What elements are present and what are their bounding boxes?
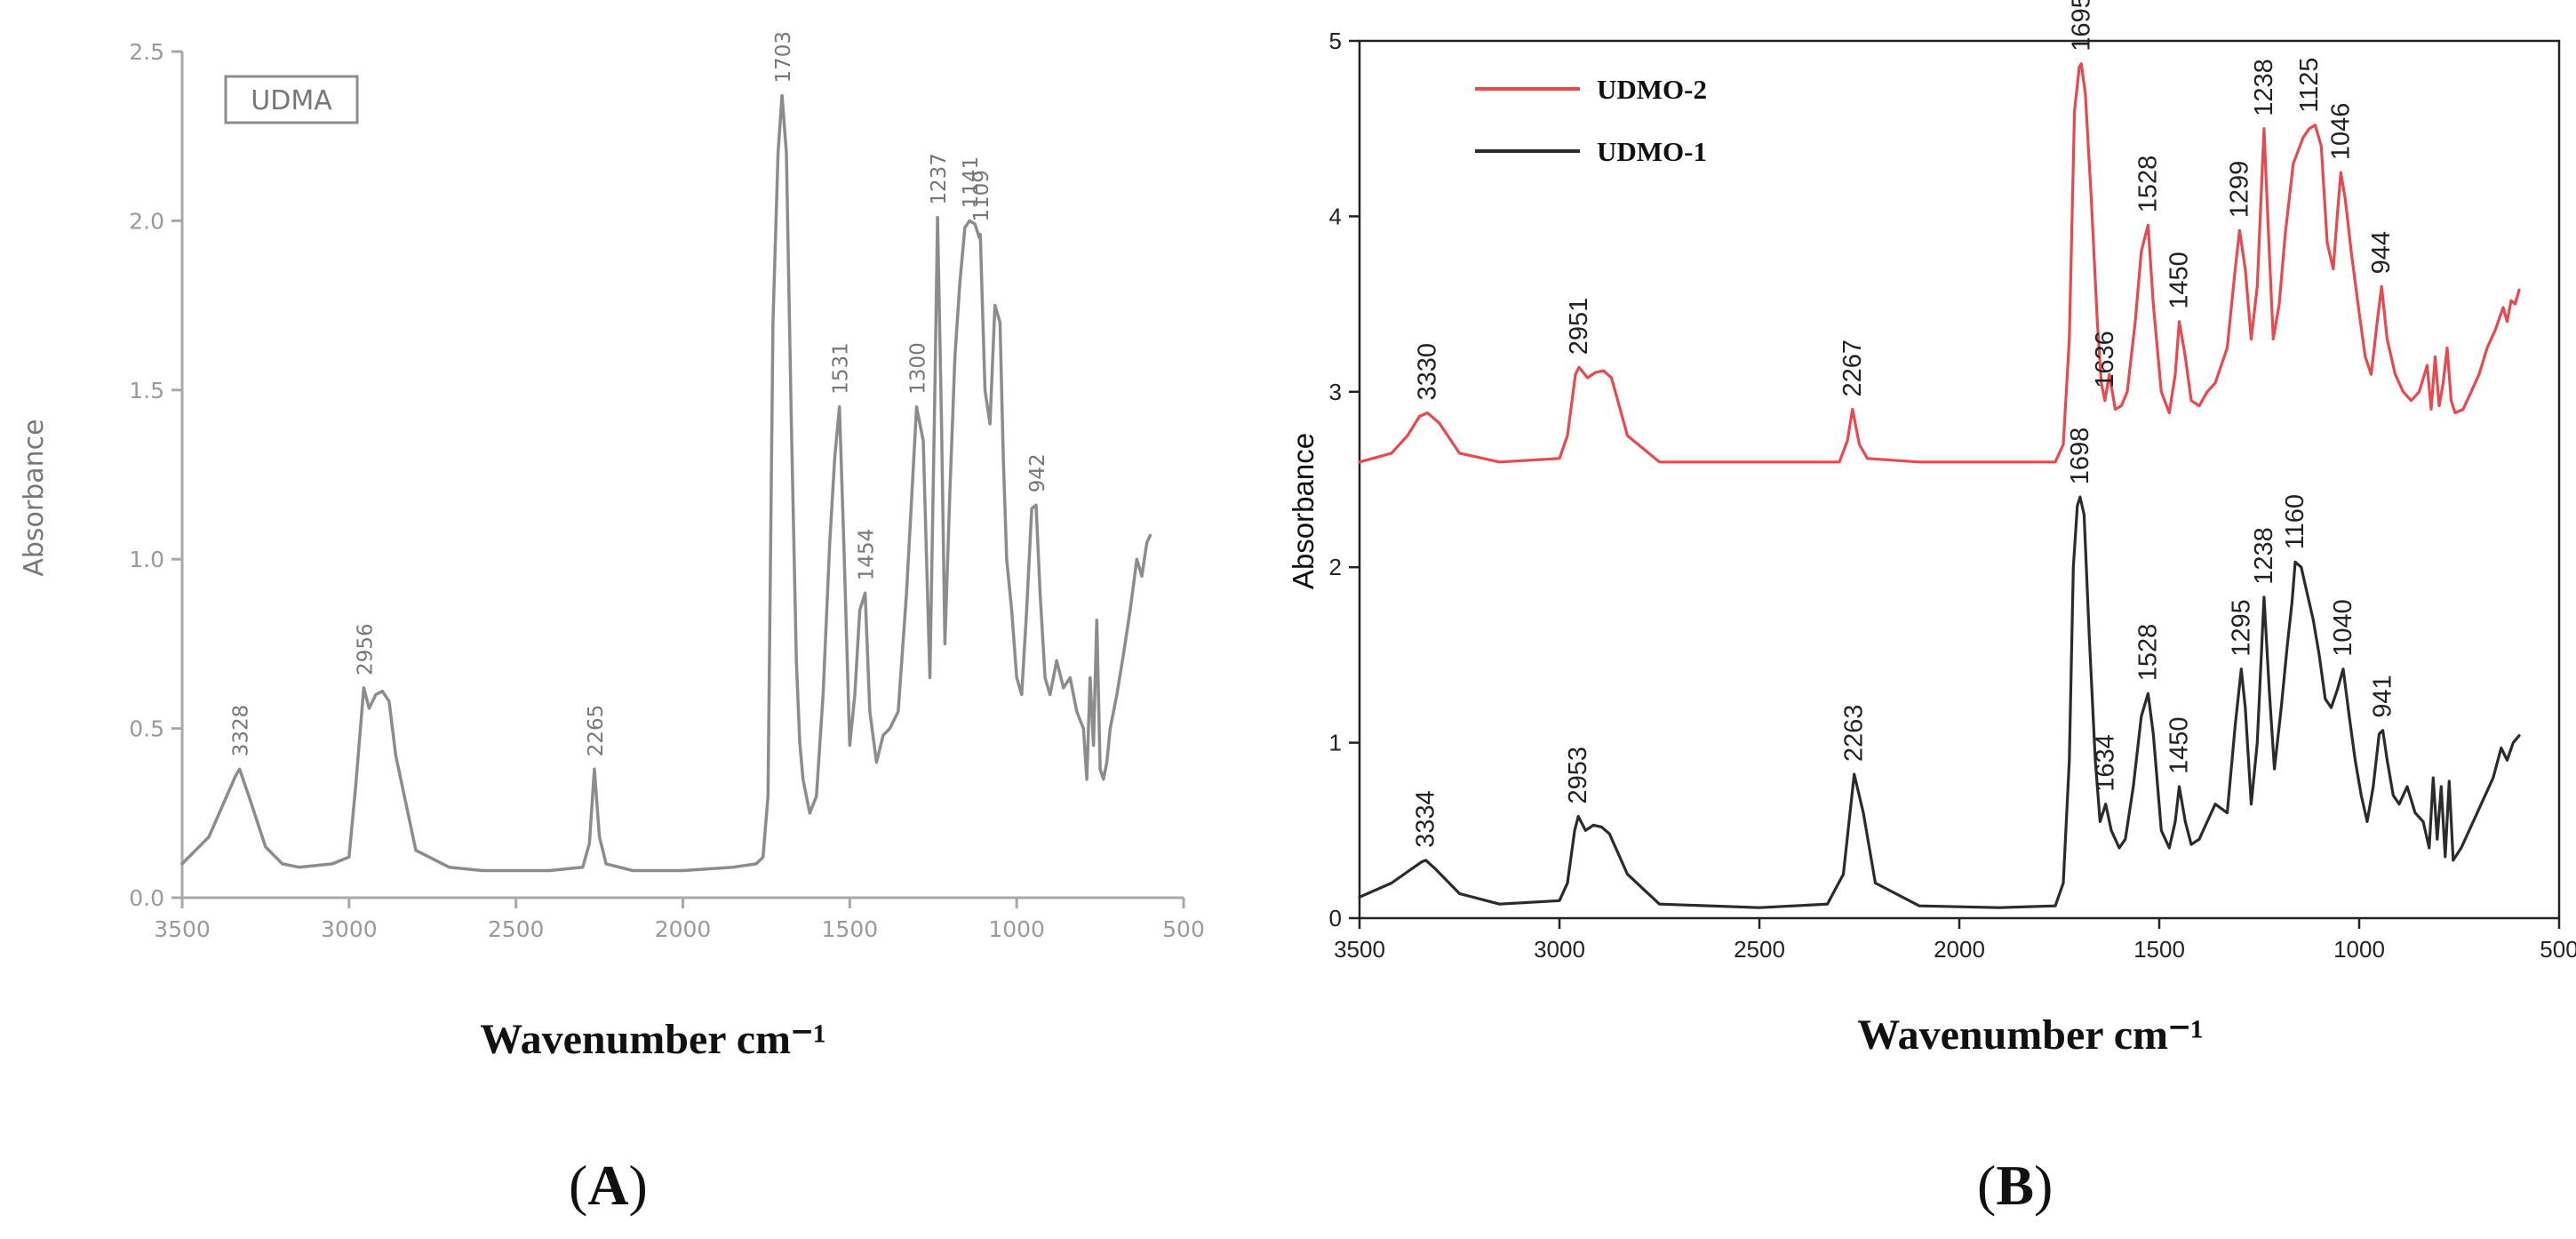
legend-label-udma: UDMA — [251, 85, 332, 116]
x-tick-label: 2500 — [488, 916, 545, 942]
peak-label-1703: 1703 — [772, 31, 795, 84]
y-tick-label: 0.0 — [129, 885, 164, 911]
y-tick-label: 1.5 — [129, 378, 164, 404]
x-tick-label: 1500 — [2133, 936, 2185, 963]
peak-label-2265: 2265 — [585, 705, 608, 757]
panel-a-letter: A — [587, 1154, 628, 1217]
peak-label-1238: 1238 — [2250, 527, 2278, 585]
peak-label-3334: 3334 — [1412, 790, 1440, 848]
panel-b-label: (B) — [1977, 1154, 2053, 1217]
peak-label-1109: 1109 — [970, 170, 993, 222]
peak-label-1040: 1040 — [2329, 599, 2357, 657]
panel-a-series — [180, 93, 1152, 873]
y-tick-label: 4 — [1329, 203, 1342, 229]
peak-label-1141: 1141 — [960, 156, 983, 209]
peak-label-1450: 1450 — [2165, 252, 2194, 309]
y-tick-label: 2 — [1329, 554, 1342, 580]
panel-a-legend: UDMA — [224, 75, 359, 124]
y-tick-label: 0 — [1329, 905, 1342, 931]
x-tick-label: 2000 — [1934, 936, 1985, 963]
x-tick-label: 1000 — [2333, 936, 2385, 963]
peak-label-1046: 1046 — [2326, 103, 2355, 161]
peak-label-1237: 1237 — [928, 153, 951, 205]
legend-label-udmo-2: UDMO-2 — [1597, 74, 1707, 105]
peak-label-3328: 3328 — [230, 705, 253, 757]
y-tick-label: 3 — [1329, 379, 1342, 405]
series-line-udmo-2 — [1358, 62, 2521, 464]
x-tick-label: 3500 — [1334, 936, 1385, 963]
y-tick-label: 5 — [1329, 28, 1342, 54]
series-line-udmo-1 — [1358, 495, 2521, 909]
x-tick-label: 500 — [1162, 916, 1205, 942]
peak-label-1528: 1528 — [2133, 156, 2162, 213]
x-tick-label: 2000 — [655, 916, 712, 942]
panel-b-peak-labels: 3330 2951 2267 1695 1636 1528 1450 1299 1238 1125… — [1412, 0, 2397, 848]
panel-a-chart: 3500 3000 2500 2000 1500 1000 500 0.0 0.5 1.0 1.5 2… — [19, 31, 1205, 1217]
peak-label-944: 944 — [2367, 231, 2396, 274]
panel-b-axes: 3500 3000 2500 2000 1500 1000 500 0 1 2 3 4 5 — [1329, 28, 2576, 963]
peak-label-1698: 1698 — [2066, 428, 2094, 485]
peak-label-1160: 1160 — [2281, 494, 2309, 549]
legend-label-udmo-1: UDMO-1 — [1597, 136, 1707, 167]
panel-b-series — [1358, 62, 2521, 909]
panel-b-letter: B — [1996, 1154, 2034, 1217]
peak-label-1300: 1300 — [907, 342, 930, 395]
y-tick-label: 2.0 — [129, 208, 164, 234]
peak-label-942: 942 — [1026, 453, 1049, 492]
panel-b-chart: 3500 3000 2500 2000 1500 1000 500 0 1 2 3 4 5 3330 29… — [1287, 0, 2576, 1217]
panel-b-x-axis-title: Wavenumber cm⁻¹ — [1857, 1011, 2203, 1059]
y-tick-label: 2.5 — [129, 39, 164, 65]
x-tick-label: 500 — [2540, 936, 2576, 963]
x-tick-label: 3000 — [321, 916, 378, 942]
peak-label-941: 941 — [2369, 675, 2397, 717]
peak-label-3330: 3330 — [1414, 343, 1442, 401]
panel-a-peak-labels: 3328 2956 2265 1703 1531 1454 1300 1237 11411109… — [230, 31, 1049, 756]
peak-label-1454: 1454 — [856, 529, 879, 581]
x-tick-label: 2500 — [1734, 936, 1785, 963]
panel-b-plot-frame — [1358, 39, 2561, 920]
peak-label-2951: 2951 — [1565, 298, 1593, 356]
peak-label-1636: 1636 — [2091, 331, 2119, 388]
panel-a-axes: 3500 3000 2500 2000 1500 1000 500 0.0 0.5 1.0 1.5 2… — [129, 39, 1205, 942]
legend-box-udma — [224, 75, 359, 124]
panel-b-y-axis-title: Absorbance — [1287, 433, 1320, 589]
x-tick-label: 1500 — [822, 916, 879, 942]
x-tick-label: 3000 — [1534, 936, 1585, 963]
peak-label-1695: 1695 — [2067, 0, 2095, 52]
x-tick-label: 1000 — [988, 916, 1045, 942]
panel-b-legend: UDMO-2 UDMO-1 — [1475, 74, 1707, 167]
series-line-udma — [180, 93, 1152, 873]
peak-label-2263: 2263 — [1840, 705, 1869, 763]
panel-a-x-axis-title: Wavenumber cm⁻¹ — [480, 1016, 825, 1063]
peak-label-1125: 1125 — [2295, 57, 2324, 112]
y-tick-label: 1.0 — [129, 547, 164, 572]
panel-a-y-axis-title: Absorbance — [19, 419, 50, 576]
peak-label-2956: 2956 — [354, 623, 377, 675]
peak-label-1299: 1299 — [2225, 161, 2253, 219]
peak-label-2953: 2953 — [1564, 747, 1592, 804]
peak-label-1238: 1238 — [2250, 59, 2278, 116]
y-tick-label: 1 — [1329, 730, 1342, 756]
peak-label-1528: 1528 — [2133, 624, 2162, 682]
panel-a-label: (A) — [569, 1154, 648, 1217]
peak-label-1295: 1295 — [2227, 599, 2255, 657]
peak-label-1634: 1634 — [2092, 734, 2120, 792]
peak-label-1450: 1450 — [2165, 716, 2194, 774]
y-tick-label: 0.5 — [129, 716, 164, 742]
peak-label-2267: 2267 — [1838, 340, 1867, 397]
peak-label-1531: 1531 — [830, 342, 853, 395]
x-tick-label: 3500 — [154, 916, 211, 942]
